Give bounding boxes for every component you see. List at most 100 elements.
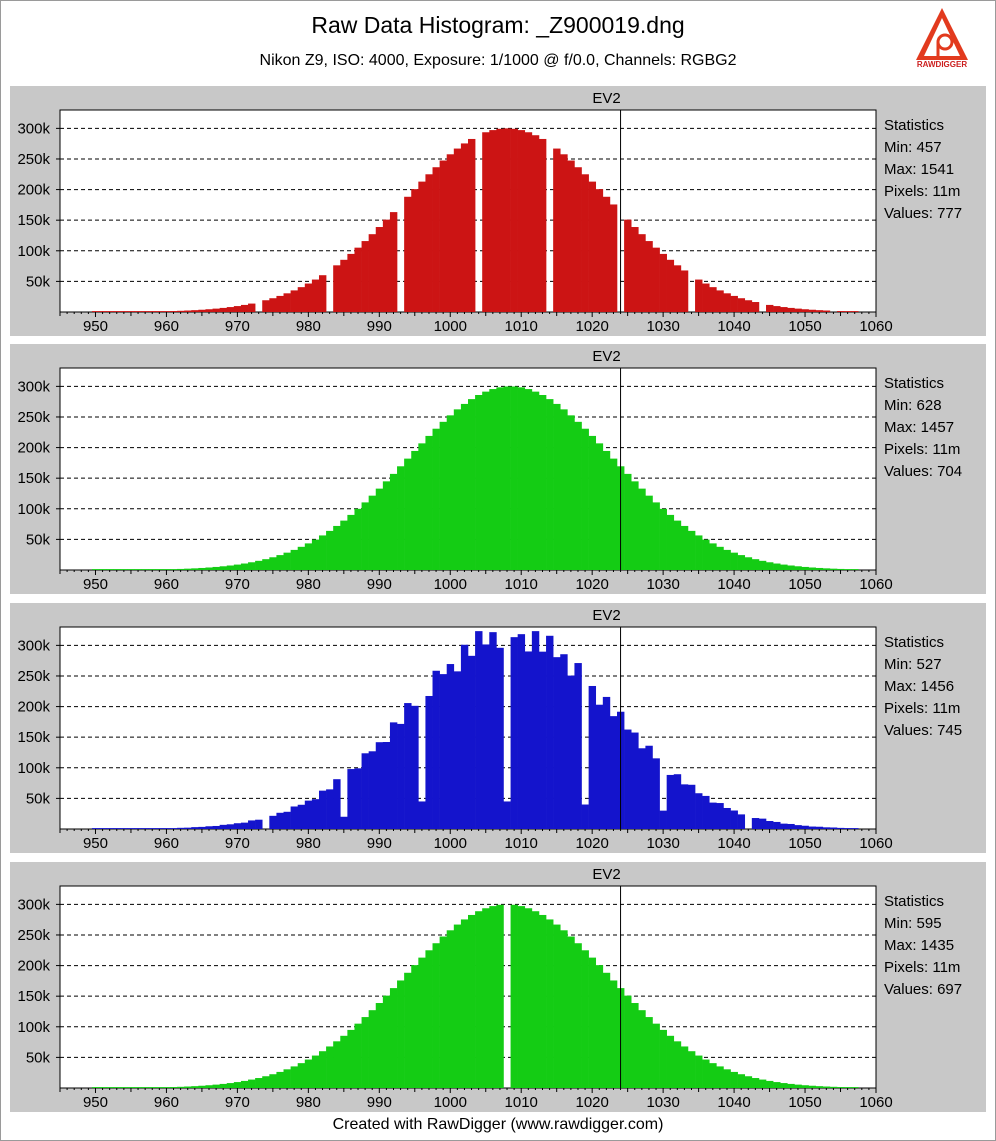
x-tick-label: 1040 bbox=[717, 835, 750, 852]
histogram-bar bbox=[524, 908, 533, 1088]
histogram-bar bbox=[510, 386, 518, 570]
x-tick-label: 1010 bbox=[505, 576, 538, 593]
histogram-bar bbox=[382, 219, 391, 312]
histogram-bar bbox=[553, 657, 561, 829]
histogram-bar bbox=[141, 311, 149, 312]
histogram-bar bbox=[404, 458, 412, 570]
histogram-bar bbox=[304, 543, 313, 570]
x-tick-label: 990 bbox=[367, 576, 392, 593]
histogram-bar bbox=[645, 241, 653, 312]
histogram-bar bbox=[680, 1046, 689, 1088]
histogram-bar bbox=[560, 930, 568, 1088]
histogram-bar bbox=[354, 768, 362, 829]
histogram-bar bbox=[205, 1085, 213, 1088]
histogram-bar bbox=[624, 219, 632, 312]
statistics-line: Pixels: 11m bbox=[884, 441, 960, 458]
histogram-bar bbox=[155, 828, 164, 829]
x-tick-label: 950 bbox=[83, 318, 108, 335]
histogram-bar bbox=[340, 520, 348, 570]
x-tick-label: 1030 bbox=[646, 1094, 679, 1111]
histogram-bar bbox=[652, 502, 660, 570]
histogram-bar bbox=[169, 1087, 178, 1088]
histogram-bar bbox=[574, 663, 582, 829]
histogram-bar bbox=[581, 428, 589, 570]
histogram-bar bbox=[460, 403, 469, 570]
histogram-bar bbox=[815, 1086, 824, 1088]
histogram-bar bbox=[836, 1087, 845, 1088]
histogram-bar bbox=[127, 828, 135, 829]
histogram-bar bbox=[106, 828, 114, 829]
histogram-bar bbox=[680, 525, 689, 570]
x-tick-label: 970 bbox=[225, 835, 250, 852]
histogram-bar bbox=[418, 801, 426, 829]
histogram-bar bbox=[340, 816, 348, 829]
x-tick-label: 980 bbox=[296, 318, 321, 335]
histogram-bar bbox=[673, 1041, 682, 1088]
histogram-bar bbox=[538, 138, 547, 312]
statistics-line: Statistics bbox=[884, 117, 944, 134]
histogram-bar bbox=[766, 304, 774, 312]
histogram-bar bbox=[758, 1079, 767, 1088]
histogram-bar bbox=[411, 450, 419, 570]
x-tick-label: 1030 bbox=[646, 576, 679, 593]
y-tick-label: 150k bbox=[17, 212, 50, 229]
y-tick-label: 200k bbox=[17, 699, 50, 716]
histogram-bar bbox=[844, 311, 852, 312]
histogram-bar bbox=[397, 980, 405, 1088]
statistics-line: Statistics bbox=[884, 893, 944, 910]
histogram-bar bbox=[468, 399, 476, 570]
x-tick-label: 1050 bbox=[788, 576, 821, 593]
histogram-bar bbox=[304, 1059, 313, 1088]
histogram-bar bbox=[475, 631, 483, 829]
histogram-bar bbox=[787, 823, 795, 829]
histogram-bar bbox=[744, 300, 753, 312]
histogram-bar bbox=[489, 130, 497, 312]
histogram-bar bbox=[780, 564, 788, 570]
x-tick-label: 1030 bbox=[646, 318, 679, 335]
x-tick-label: 1010 bbox=[505, 835, 538, 852]
histogram-bar bbox=[446, 415, 455, 570]
histogram-bar bbox=[389, 212, 398, 312]
histogram-bar bbox=[283, 1069, 291, 1088]
histogram-bar bbox=[680, 784, 689, 829]
histogram-bar bbox=[205, 826, 213, 829]
histogram-bar bbox=[687, 784, 696, 829]
statistics-line: Values: 777 bbox=[884, 205, 962, 222]
y-tick-label: 250k bbox=[17, 927, 50, 944]
histogram-bar bbox=[240, 822, 249, 829]
histogram-bar bbox=[162, 569, 171, 570]
histogram-bar bbox=[836, 568, 845, 570]
histogram-bar bbox=[311, 539, 320, 570]
histogram-bar bbox=[695, 279, 703, 312]
histogram-bar bbox=[113, 1087, 121, 1088]
y-tick-label: 150k bbox=[17, 729, 50, 746]
histogram-bar bbox=[191, 310, 199, 312]
histogram-bar bbox=[595, 443, 604, 570]
histogram-bar bbox=[829, 827, 838, 829]
histogram-bar bbox=[389, 988, 398, 1088]
histogram-bar bbox=[262, 559, 270, 570]
histogram-bar bbox=[297, 546, 306, 570]
histogram-bar bbox=[475, 394, 483, 570]
histogram-bar bbox=[659, 253, 667, 312]
histogram-bar bbox=[106, 311, 114, 312]
histogram-bar bbox=[347, 514, 355, 570]
histogram-bar bbox=[262, 1076, 270, 1088]
histogram-bar bbox=[808, 826, 816, 829]
x-tick-label: 950 bbox=[83, 835, 108, 852]
histogram-bar bbox=[375, 1003, 384, 1088]
histogram-bar bbox=[120, 311, 128, 312]
histogram-bar bbox=[134, 828, 142, 829]
histogram-bar bbox=[212, 308, 220, 312]
histogram-bar bbox=[418, 443, 426, 570]
histogram-bar bbox=[375, 742, 384, 829]
histogram-bar bbox=[141, 828, 149, 829]
histogram-bar bbox=[439, 160, 448, 312]
histogram-bar bbox=[702, 283, 710, 312]
histogram-bar bbox=[304, 283, 313, 312]
y-tick-label: 250k bbox=[17, 668, 50, 685]
histogram-bar bbox=[602, 196, 611, 312]
statistics-line: Max: 1456 bbox=[884, 678, 954, 695]
histogram-bar bbox=[503, 128, 511, 312]
histogram-bar bbox=[375, 227, 384, 312]
